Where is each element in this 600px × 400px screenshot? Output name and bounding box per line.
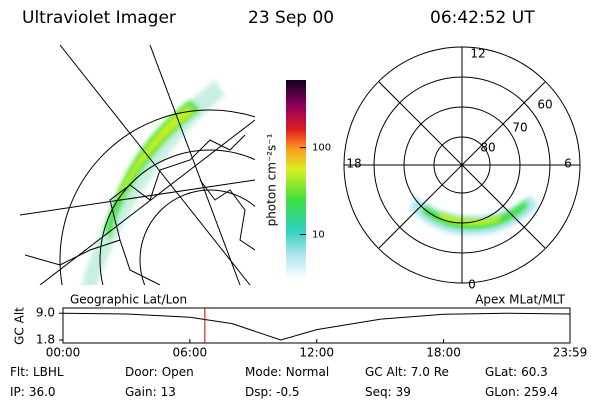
info-value: 60.3 [521,365,548,379]
info-label: Dsp: [245,385,272,399]
info-value: 39 [396,385,411,399]
info-label: GLat: [485,365,517,379]
info-value: 36.0 [29,385,56,399]
altitude-plot: 1.8 9.0 00:00 06:00 12:00 18:00 23:59 [36,306,587,360]
altitude-ylabel: GC Alt [13,307,27,345]
info-label: GLon: [485,385,520,399]
colorbar-tick-label: 10 [312,230,325,241]
info-value: Normal [286,365,329,379]
y-tick-label: 1.8 [36,333,55,347]
info-label: GC Alt: [365,365,407,379]
polar-label: Apex MLat/MLT [475,293,565,307]
mlt-label: 18 [346,157,361,171]
date: 23 Sep 00 [248,8,334,28]
info-item: Gain: 13 [125,385,176,399]
info-item: GLat: 60.3 [485,365,548,379]
info-label: Mode: [245,365,282,379]
info-label: Gain: [125,385,157,399]
info-value: -0.5 [276,385,299,399]
info-item: Mode: Normal [245,365,329,379]
map-label: Geographic Lat/Lon [70,293,187,307]
x-tick-label: 12:00 [299,346,334,360]
info-item: IP: 36.0 [10,385,56,399]
x-tick-label: 00:00 [46,346,81,360]
info-label: Flt: [10,365,29,379]
colorbar-tick-label: 100 [312,143,331,154]
info-item: Flt: LBHL [10,365,64,379]
info-label: IP: [10,385,25,399]
info-value: LBHL [33,365,64,379]
mlt-label: 0 [468,278,476,292]
info-value: 7.0 Re [411,365,449,379]
geo-map [20,45,255,285]
x-tick-label: 18:00 [426,346,461,360]
mlat-label: 70 [512,121,527,135]
altitude-curve [62,312,571,341]
colorbar [286,80,306,280]
info-value: 259.4 [524,385,558,399]
mlat-label: 80 [480,141,495,155]
title: Ultraviolet Imager [22,8,176,28]
info-value: 13 [161,385,176,399]
info-value: Open [162,365,194,379]
mlt-label: 12 [470,47,485,61]
x-tick-label: 06:00 [173,346,208,360]
mlat-label: 60 [537,98,552,112]
polar-plot [343,46,581,284]
info-panel: Flt: LBHL IP: 36.0 Door: Open Gain: 13 Mode: Norm… [10,365,558,399]
mlt-label: 6 [564,157,572,171]
info-item: GLon: 259.4 [485,385,558,399]
info-item: Seq: 39 [365,385,411,399]
colorbar-label: photon cm⁻²s⁻¹ [265,133,279,226]
time: 06:42:52 UT [430,8,535,28]
x-tick-label: 23:59 [553,346,588,360]
info-label: Seq: [365,385,392,399]
info-item: Door: Open [125,365,194,379]
info-label: Door: [125,365,158,379]
info-item: Dsp: -0.5 [245,385,300,399]
info-item: GC Alt: 7.0 Re [365,365,449,379]
y-tick-label: 9.0 [36,306,55,320]
colorbar-axis: 10 100 [300,143,331,241]
